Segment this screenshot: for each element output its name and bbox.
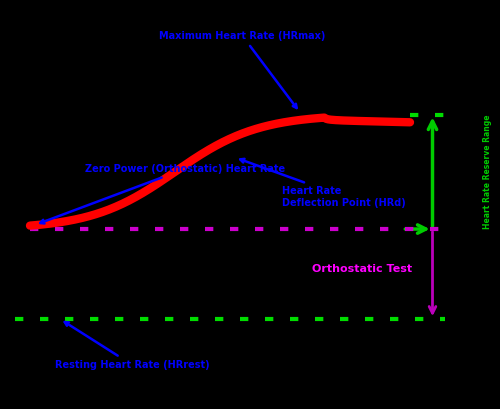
Text: Maximum Heart Rate (HRmax): Maximum Heart Rate (HRmax) [160, 31, 326, 108]
Text: Resting Heart Rate (HRrest): Resting Heart Rate (HRrest) [55, 322, 210, 370]
Text: Heart Rate
Deflection Point (HRd): Heart Rate Deflection Point (HRd) [240, 159, 406, 208]
Text: Orthostatic Test: Orthostatic Test [312, 264, 412, 274]
Text: Zero Power (Orthostatic) Heart Rate: Zero Power (Orthostatic) Heart Rate [40, 164, 285, 223]
Text: Heart Rate Reserve Range: Heart Rate Reserve Range [483, 115, 492, 229]
